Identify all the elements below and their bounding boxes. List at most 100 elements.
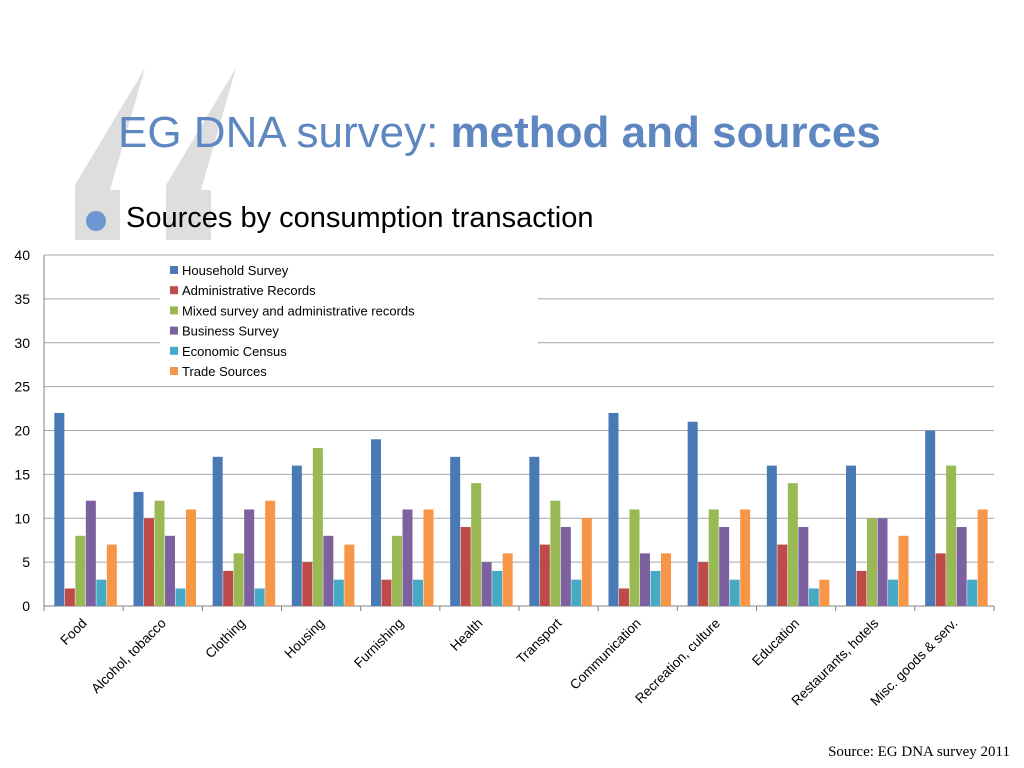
legend-swatch [170,306,178,315]
bar [967,579,978,606]
x-tick-label: Recreation, culture [632,616,723,707]
bar [265,500,276,606]
bar [154,500,165,606]
y-tick-label: 20 [14,423,30,439]
bar [344,544,355,606]
bar [777,544,788,606]
x-tick-label: Health [447,616,485,654]
bar [165,535,175,606]
x-tick-label: Housing [282,616,328,662]
bar [291,465,302,606]
title-bold: method and sources [450,108,881,157]
bar [898,535,909,606]
bar [254,588,265,606]
bar [371,439,381,606]
bar [766,465,777,606]
legend-label: Trade Sources [182,364,267,379]
bar [423,509,434,606]
x-tick-label: Alcohol, tobacco [88,616,169,697]
bar [312,448,323,606]
x-tick-label: Communication [567,616,644,693]
bar [798,527,809,606]
bar [719,527,730,606]
bar [698,562,709,606]
bar [323,535,334,606]
y-tick-label: 30 [14,335,30,351]
legend-box [160,259,538,381]
bar [819,579,830,606]
bar [381,579,392,606]
bar [96,579,107,606]
bar [175,588,186,606]
bar [223,570,234,606]
source-note: Source: EG DNA survey 2011 [828,744,1010,760]
bar [856,570,867,606]
bar [661,553,671,606]
bar [460,527,471,606]
bar [529,456,540,606]
bar [977,509,988,606]
y-tick-label: 40 [14,247,30,263]
bar [608,412,619,606]
bar [846,465,856,606]
bar [708,509,719,606]
bullet-item: Sources by consumption transaction [86,198,593,238]
legend-label: Administrative Records [182,283,316,298]
bar [550,500,561,606]
y-tick-label: 35 [14,291,30,307]
bar [956,527,967,606]
y-tick-label: 25 [14,379,30,395]
bar [539,544,550,606]
bar [133,491,144,606]
quote-mark-decoration [75,68,236,240]
x-tick-label: Misc. goods & serv. [867,616,960,709]
bar [471,483,482,606]
y-tick-label: 5 [22,554,30,570]
bar [808,588,819,606]
bullet-dot-icon [86,211,106,231]
x-tick-label: Transport [514,615,565,666]
x-tick-label: Food [57,616,89,648]
bar [302,562,313,606]
title-plain: EG DNA survey: [118,108,451,157]
legend-label: Economic Census [182,344,287,359]
bar [935,553,946,606]
x-tick-label: Clothing [202,616,248,662]
bar [244,509,255,606]
y-tick-label: 0 [22,598,30,614]
bar [581,518,592,606]
y-tick-label: 10 [14,510,30,526]
bar [946,465,957,606]
legend-swatch [170,367,178,375]
bar [619,588,629,606]
bar [867,518,877,606]
bar [650,570,661,606]
bar [402,509,413,606]
x-tick-label: Education [749,616,802,669]
bar [877,518,888,606]
y-tick-label: 15 [14,466,30,482]
bar [640,553,650,606]
bar [729,579,740,606]
bar [687,421,698,606]
bar [212,456,223,606]
legend-swatch [170,266,178,274]
bar [481,562,492,606]
legend-swatch [170,326,178,335]
bar [333,579,344,606]
legend-label: Business Survey [182,324,279,339]
bar [233,553,244,606]
bar [75,535,86,606]
legend-label: Household Survey [182,263,289,278]
legend-swatch [170,346,178,355]
bar [787,483,798,606]
bar [144,518,154,606]
x-tick-label: Restaurants, hotels [789,615,882,708]
bar [740,509,751,606]
bar [888,579,898,606]
bar [492,570,503,606]
slide-title: EG DNA survey: method and sources [118,108,881,158]
bar [64,588,75,606]
bar [54,412,65,606]
